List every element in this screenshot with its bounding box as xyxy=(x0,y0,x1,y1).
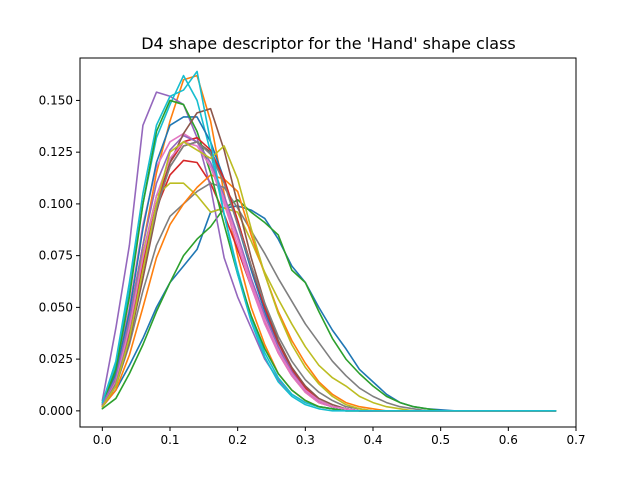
y-tick-label: 0.075 xyxy=(39,249,73,263)
series-line-4 xyxy=(101,159,557,412)
series-line-8 xyxy=(101,182,557,412)
y-tick-label: 0.025 xyxy=(39,352,73,366)
x-tick-label: 0.5 xyxy=(431,433,450,447)
y-tick-label: 0.050 xyxy=(39,300,73,314)
series-line-3 xyxy=(101,198,557,412)
series-line-17 xyxy=(101,141,557,412)
x-tick-label: 0.1 xyxy=(160,433,179,447)
x-tick-label: 0.2 xyxy=(228,433,247,447)
series-line-1 xyxy=(101,205,557,412)
x-tick-label: 0.4 xyxy=(363,433,382,447)
plot-series-group xyxy=(101,70,557,412)
x-tick-label: 0.0 xyxy=(93,433,112,447)
y-tick-label: 0.100 xyxy=(39,197,73,211)
series-line-13 xyxy=(101,99,557,412)
series-line-19 xyxy=(101,141,557,412)
x-tick-label: 0.3 xyxy=(296,433,315,447)
series-line-5 xyxy=(101,91,557,412)
y-tick-label: 0.000 xyxy=(39,404,73,418)
x-tick-label: 0.6 xyxy=(499,433,518,447)
series-line-15 xyxy=(101,134,557,412)
series-line-6 xyxy=(101,141,557,412)
x-axis: 0.0 0.1 0.2 0.3 0.4 0.5 0.6 0.7 xyxy=(93,427,586,447)
y-tick-label: 0.150 xyxy=(39,93,73,107)
axes-frame xyxy=(79,57,577,428)
chart-title: D4 shape descriptor for the 'Hand' shape… xyxy=(141,34,516,53)
series-line-20 xyxy=(101,70,557,412)
series-line-14 xyxy=(101,136,557,412)
y-tick-label: 0.125 xyxy=(39,145,73,159)
x-tick-label: 0.7 xyxy=(566,433,585,447)
y-axis: 0.000 0.025 0.050 0.075 0.100 0.125 0.150 xyxy=(39,93,80,418)
series-line-18 xyxy=(101,141,557,412)
